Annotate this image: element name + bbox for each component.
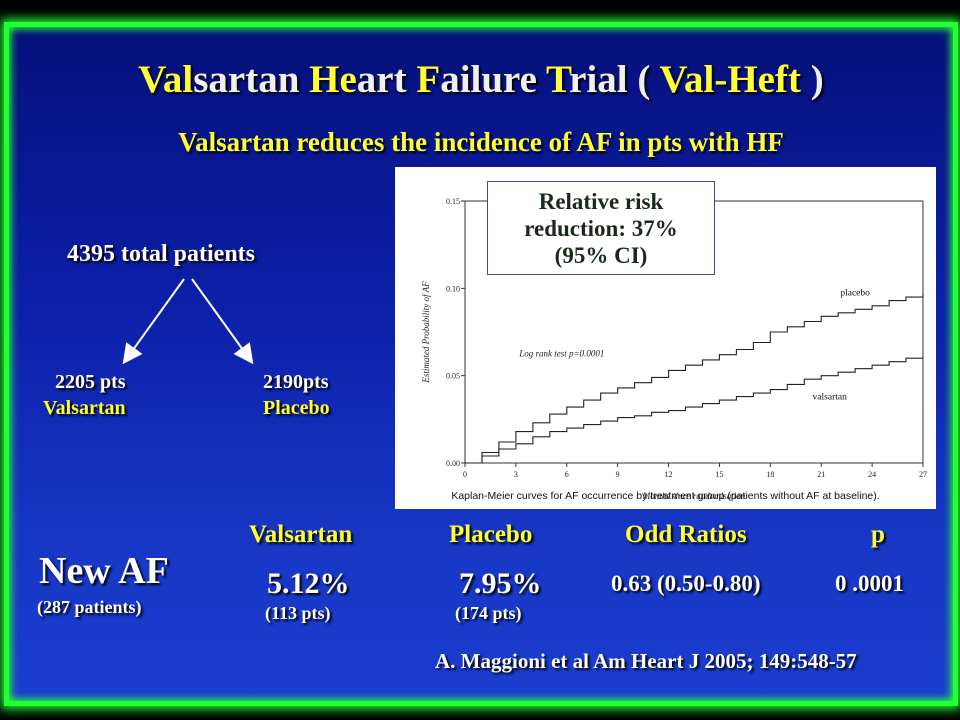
title-part: ) [800, 58, 824, 101]
chart-caption: Kaplan-Meier curves for AF occurrence by… [451, 490, 880, 502]
odds-ratio-value: 0.63 (0.50-0.80) [611, 571, 761, 596]
slide-subtitle: Valsartan reduces the incidence of AF in… [178, 127, 784, 157]
x-tick-label: 15 [715, 470, 723, 479]
split-arrows [122, 278, 254, 365]
y-axis-label: Estimated Probability of AF [421, 281, 431, 384]
valsartan-pts: 2205 pts [55, 371, 126, 393]
rr-line: reduction: 37% [524, 216, 678, 241]
table-header-odds: Odd Ratios [625, 521, 747, 548]
valsartan-group-label: Valsartan [43, 397, 126, 419]
x-tick-label: 9 [616, 470, 620, 479]
x-tick-label: 24 [868, 470, 876, 479]
km-chart-panel: 0.00 0.05 0.10 0.15 0 3 6 9 12 15 18 21 24 27 Months s… [395, 167, 936, 509]
p-value: 0 .0001 [835, 571, 904, 596]
series-line-placebo [465, 293, 924, 464]
x-tick-label: 6 [565, 470, 569, 479]
title-part: T [546, 58, 570, 101]
title-part: Val [138, 58, 194, 101]
new-af-label: New AF [39, 550, 169, 592]
table-header-placebo: Placebo [449, 521, 533, 548]
valsartan-af-pts: (113 pts) [265, 603, 331, 623]
title-part: F [416, 58, 441, 101]
y-tick-label: 0.15 [446, 197, 460, 206]
y-tick-label: 0.05 [446, 372, 460, 381]
y-tick-label: 0.10 [446, 284, 460, 293]
x-tick-label: 21 [817, 470, 825, 479]
x-tick-label: 12 [665, 470, 673, 479]
series-label-placebo: placebo [840, 288, 870, 298]
rr-line: (95% CI) [554, 243, 648, 268]
rr-line: Relative risk [538, 189, 664, 214]
title-part: art [356, 58, 417, 101]
relative-risk-box: Relative risk reduction: 37% (95% CI) [487, 181, 715, 275]
title-part: Val-Heft [659, 58, 801, 101]
series-label-valsartan: valsartan [813, 393, 848, 403]
slide: Valsartan Heart Failure Trial ( Val-Heft… [4, 22, 958, 706]
reference: A. Maggioni et al Am Heart J 2005; 149:5… [435, 649, 857, 673]
title-part: ailure [440, 58, 547, 101]
total-patients: 4395 total patients [67, 241, 255, 267]
km-chart: 0.00 0.05 0.10 0.15 0 3 6 9 12 15 18 21 24 27 Months s… [421, 197, 927, 501]
title-part: rial ( [569, 58, 660, 101]
placebo-pts: 2190pts [263, 371, 329, 393]
log-rank-annotation: Log rank test p=0.0001 [518, 348, 604, 358]
x-tick-label: 27 [919, 470, 927, 479]
table-header-p: p [871, 521, 885, 548]
title-part: He [309, 58, 357, 101]
placebo-group-label: Placebo [263, 397, 330, 419]
arrow-right [191, 278, 254, 365]
table-header-valsartan: Valsartan [249, 521, 353, 548]
x-tick-label: 3 [514, 470, 518, 479]
title-part: sartan [193, 58, 310, 101]
series-line-valsartan [465, 356, 924, 464]
valsartan-af-value: 5.12% [267, 567, 350, 600]
x-tick-label: 18 [766, 470, 774, 479]
placebo-af-value: 7.95% [459, 567, 542, 600]
slide-title: Valsartan Heart Failure Trial ( Val-Heft… [9, 57, 953, 102]
placebo-af-pts: (174 pts) [455, 603, 522, 623]
new-af-sub: (287 patients) [37, 597, 142, 617]
x-axis-label: Months since randomisation [642, 491, 746, 501]
x-tick-label: 0 [463, 470, 467, 479]
y-tick-label: 0.00 [446, 459, 460, 468]
arrow-left [122, 278, 185, 365]
